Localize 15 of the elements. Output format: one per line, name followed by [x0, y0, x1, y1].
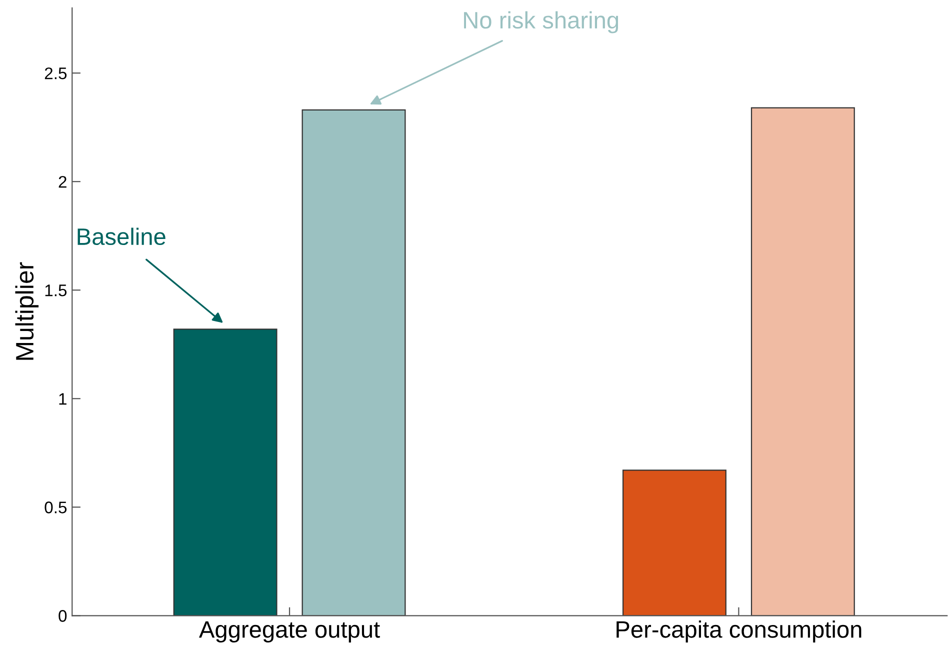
bar [302, 109, 406, 616]
text: No risk sharing [464, 11, 618, 34]
x-tick-label: Per-capita consumption [616, 620, 862, 643]
bar [622, 470, 726, 616]
y-tick-label: 0.5 [44, 502, 67, 514]
y-tick-label: 0 [58, 610, 67, 622]
text: Baseline [78, 228, 166, 246]
y-tick-label: 2.5 [44, 67, 67, 80]
bar [750, 107, 855, 616]
y-tick-label: 1.5 [45, 284, 67, 296]
x-tick-label: Aggregate output [198, 621, 380, 643]
bar [173, 328, 278, 616]
y-axis-title: Multiplier [15, 262, 39, 360]
y-tick-label: 1 [59, 393, 66, 405]
y-tick-label: 2 [58, 176, 66, 188]
